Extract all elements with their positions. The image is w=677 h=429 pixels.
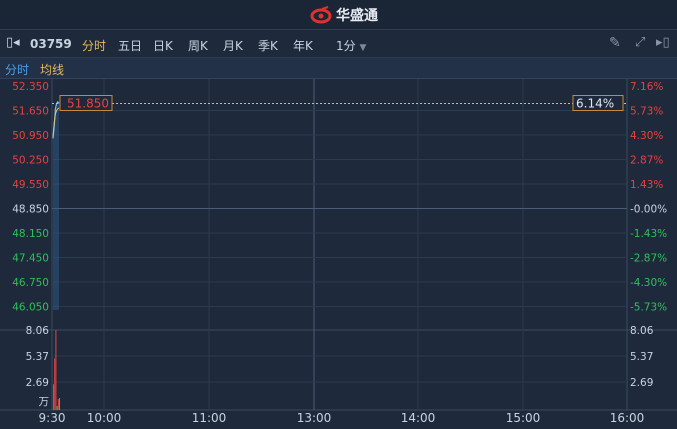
time-tick-label: 9:30 bbox=[39, 411, 66, 425]
time-tick-label: 10:00 bbox=[87, 411, 122, 425]
average-line bbox=[52, 107, 60, 137]
percent-tick-label: 1.43% bbox=[630, 179, 663, 191]
volume-unit-label: 万 bbox=[39, 396, 50, 408]
time-tick-label: 11:00 bbox=[192, 411, 227, 425]
price-tick-label: 51.650 bbox=[12, 106, 49, 118]
price-tick-label: 47.450 bbox=[12, 253, 49, 265]
percent-tick-label: -1.43% bbox=[630, 228, 667, 240]
pen-icon[interactable]: ✎ bbox=[609, 35, 621, 51]
subtab-intraday[interactable]: 分时 bbox=[5, 63, 30, 77]
volume-bar bbox=[55, 330, 57, 410]
current-pct-label: 6.14% bbox=[576, 97, 614, 111]
volume-bar bbox=[59, 398, 60, 410]
price-tick-label: 46.050 bbox=[12, 302, 49, 314]
volume-tick-label: 8.06 bbox=[26, 325, 50, 337]
volume-bar bbox=[54, 358, 56, 410]
price-tick-label: 50.950 bbox=[12, 130, 49, 142]
time-tick-label: 16:00 bbox=[610, 411, 645, 425]
time-tick-label: 13:00 bbox=[297, 411, 332, 425]
percent-tick-label: -0.00% bbox=[630, 204, 667, 216]
brand-logo-icon bbox=[310, 6, 332, 24]
price-tick-label: 50.250 bbox=[12, 155, 49, 167]
percent-tick-label: 2.87% bbox=[630, 155, 663, 167]
percent-tick-label: -4.30% bbox=[630, 277, 667, 289]
tab-monthly[interactable]: 月K bbox=[223, 39, 243, 53]
current-price-box bbox=[59, 95, 113, 111]
percent-tick-label: 7.16% bbox=[630, 81, 663, 93]
toolbar: ▯◂ 03759 分时 五日 日K 周K 月K 季K 年K 1分 ▼ ✎ ⤢ ▸… bbox=[0, 31, 677, 58]
current-pct-box bbox=[572, 95, 624, 111]
subtab-average[interactable]: 均线 bbox=[40, 63, 65, 77]
tab-intraday[interactable]: 分时 bbox=[82, 39, 107, 53]
price-tick-label: 48.150 bbox=[12, 228, 49, 240]
volume-tick-label: 2.69 bbox=[26, 377, 49, 389]
volume-tick-label-right: 5.37 bbox=[630, 351, 653, 363]
collapse-left-icon[interactable]: ▯◂ bbox=[6, 35, 20, 50]
tab-quarterly[interactable]: 季K bbox=[258, 39, 278, 53]
expand-right-icon[interactable]: ▸▯ bbox=[656, 35, 670, 50]
percent-tick-label: 5.73% bbox=[630, 106, 663, 118]
tab-weekly[interactable]: 周K bbox=[188, 39, 208, 53]
interval-select[interactable]: 1分 ▼ bbox=[336, 37, 366, 54]
tab-daily[interactable]: 日K bbox=[153, 39, 173, 53]
interval-value: 1分 bbox=[336, 39, 356, 53]
time-tick-label: 14:00 bbox=[401, 411, 436, 425]
fullscreen-icon[interactable]: ⤢ bbox=[635, 35, 646, 50]
brand-name: 华盛通 bbox=[336, 8, 378, 24]
tab-5day[interactable]: 五日 bbox=[118, 39, 143, 53]
price-area bbox=[53, 101, 59, 310]
price-tick-label: 46.750 bbox=[12, 277, 49, 289]
volume-tick-label: 5.37 bbox=[26, 351, 49, 363]
price-tick-label: 48.850 bbox=[12, 204, 49, 216]
stock-code: 03759 bbox=[30, 37, 72, 51]
app-header: 华盛通 bbox=[0, 0, 677, 30]
percent-tick-label: 4.30% bbox=[630, 130, 663, 142]
current-price-label: 51.850 bbox=[67, 97, 109, 111]
volume-tick-label-right: 8.06 bbox=[630, 325, 654, 337]
volume-bar bbox=[53, 384, 54, 410]
brand-logo: 华盛通 bbox=[310, 5, 378, 25]
percent-tick-label: -5.73% bbox=[630, 302, 667, 314]
volume-bar bbox=[57, 399, 59, 410]
indicator-tabs: 分时 均线 bbox=[0, 58, 677, 79]
price-tick-label: 49.550 bbox=[12, 179, 49, 191]
percent-tick-label: -2.87% bbox=[630, 253, 667, 265]
volume-bar bbox=[56, 406, 58, 410]
chevron-down-icon: ▼ bbox=[359, 43, 367, 53]
time-tick-label: 15:00 bbox=[506, 411, 541, 425]
tab-yearly[interactable]: 年K bbox=[293, 39, 313, 53]
price-tick-label: 52.350 bbox=[12, 81, 49, 93]
volume-tick-label-right: 2.69 bbox=[630, 377, 653, 389]
